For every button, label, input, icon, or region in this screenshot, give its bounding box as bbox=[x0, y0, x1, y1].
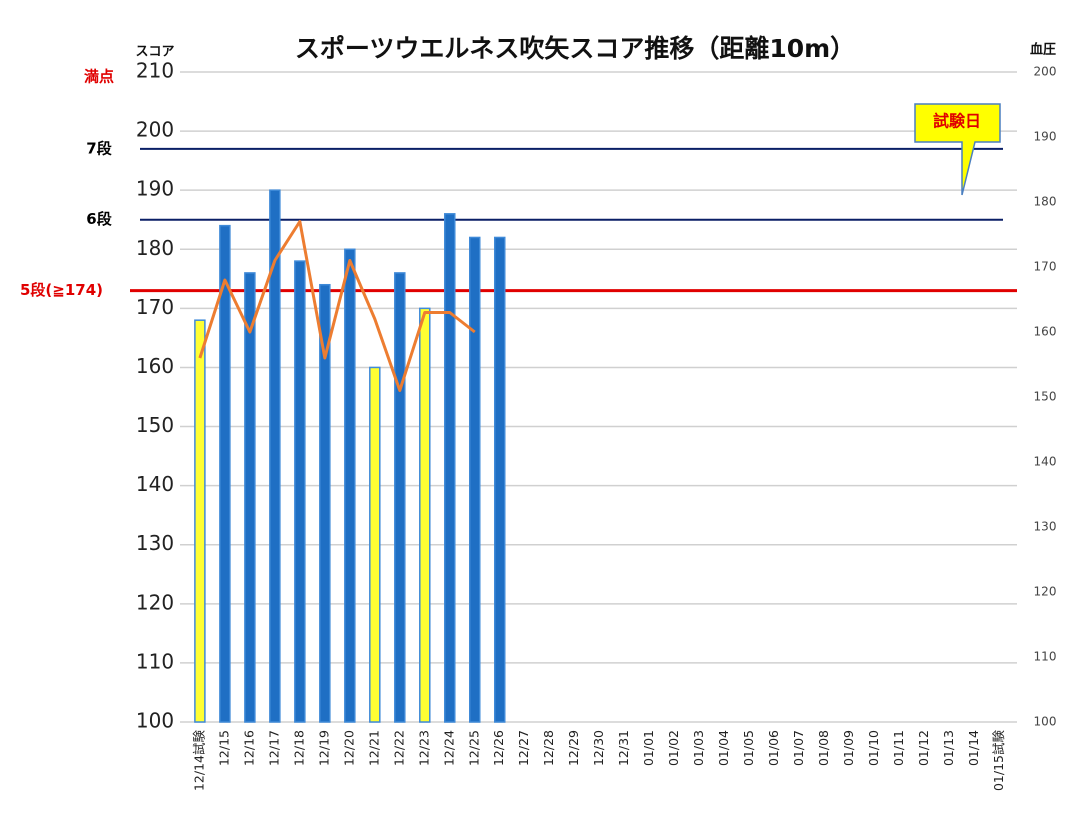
x-tick-label: 01/11 bbox=[891, 730, 906, 766]
x-tick-label: 01/15試験 bbox=[991, 730, 1006, 792]
y-axis-title: スコア bbox=[135, 45, 174, 60]
x-tick-label: 12/19 bbox=[316, 730, 331, 766]
bar bbox=[319, 283, 331, 723]
bar bbox=[194, 319, 206, 723]
line bbox=[198, 220, 476, 392]
y-tick-label: 170 bbox=[136, 295, 174, 319]
callout-text: 試験日 bbox=[933, 112, 981, 131]
reference-label: 満点 bbox=[84, 68, 114, 86]
y2-tick-label: 180 bbox=[1034, 195, 1057, 209]
x-tick-label: 12/16 bbox=[241, 730, 256, 766]
x-tick-label: 01/05 bbox=[741, 730, 756, 766]
x-tick-label: 01/07 bbox=[791, 730, 806, 766]
bar bbox=[344, 248, 356, 723]
x-tick-label: 12/17 bbox=[266, 730, 281, 766]
x-tick-label: 01/10 bbox=[866, 730, 881, 766]
x-tick-label: 01/02 bbox=[666, 730, 681, 766]
y2-tick-label: 150 bbox=[1034, 390, 1057, 404]
x-tick-label: 01/06 bbox=[766, 730, 781, 766]
bar bbox=[294, 260, 306, 723]
y2-tick-label: 160 bbox=[1034, 325, 1057, 339]
bar bbox=[493, 236, 506, 723]
bar bbox=[369, 366, 381, 723]
x-tick-label: 01/14 bbox=[966, 730, 981, 766]
y2-tick-label: 120 bbox=[1034, 585, 1057, 599]
x-tick-label: 01/09 bbox=[841, 730, 856, 766]
x-tick-label: 01/08 bbox=[816, 730, 831, 766]
bar bbox=[469, 236, 481, 723]
x-tick-label: 12/23 bbox=[416, 730, 431, 766]
x-tick-label: 12/20 bbox=[341, 730, 356, 766]
x-tick-label: 12/15 bbox=[216, 730, 231, 766]
x-tick-label: 01/01 bbox=[641, 730, 656, 766]
x-tick-label: 12/14試験 bbox=[191, 730, 206, 792]
y-tick-label: 110 bbox=[136, 649, 174, 673]
bar bbox=[444, 213, 456, 723]
bar bbox=[419, 307, 431, 723]
x-tick-label: 01/13 bbox=[941, 730, 956, 766]
y-tick-label: 180 bbox=[136, 236, 174, 260]
x-tick-label: 12/18 bbox=[291, 730, 306, 766]
y2-tick-label: 190 bbox=[1034, 130, 1057, 144]
x-tick-label: 01/12 bbox=[916, 730, 931, 766]
bar bbox=[219, 224, 231, 723]
y-tick-label: 100 bbox=[136, 709, 174, 733]
bar bbox=[244, 272, 256, 723]
chart-title: スポーツウエルネス吹矢スコア推移（距離10m） bbox=[295, 34, 855, 63]
y-tick-label: 120 bbox=[136, 590, 174, 614]
y2-tick-label: 100 bbox=[1034, 715, 1057, 729]
y-tick-label: 200 bbox=[136, 118, 174, 142]
x-tick-label: 12/30 bbox=[591, 730, 606, 766]
y-tick-label: 160 bbox=[136, 354, 174, 378]
y2-tick-label: 200 bbox=[1034, 65, 1057, 79]
x-tick-label: 12/31 bbox=[616, 730, 631, 766]
y2-tick-label: 130 bbox=[1034, 520, 1057, 534]
x-tick-label: 01/04 bbox=[716, 730, 731, 766]
x-tick-label: 12/22 bbox=[391, 730, 406, 766]
x-tick-label: 12/24 bbox=[441, 730, 456, 766]
reference-label: 6段 bbox=[86, 210, 111, 228]
reference-label: 5段(≧174) bbox=[20, 281, 103, 299]
bar bbox=[394, 272, 406, 723]
callout-shape bbox=[914, 103, 1001, 196]
x-tick-label: 12/26 bbox=[491, 730, 506, 766]
callout: 試験日 bbox=[914, 103, 1001, 196]
x-tick-label: 12/21 bbox=[366, 730, 381, 766]
y-tick-label: 190 bbox=[136, 177, 174, 201]
y-tick-label: 210 bbox=[136, 59, 174, 83]
x-tick-label: 12/28 bbox=[541, 730, 556, 766]
x-tick-label: 01/03 bbox=[691, 730, 706, 766]
reference-label: 7段 bbox=[86, 139, 111, 157]
y-tick-label: 130 bbox=[136, 531, 174, 555]
x-tick-label: 12/29 bbox=[566, 730, 581, 766]
x-tick-label: 12/27 bbox=[516, 730, 531, 766]
y2-tick-label: 110 bbox=[1034, 650, 1057, 664]
y2-axis-title: 血圧 bbox=[1030, 42, 1056, 58]
y2-tick-label: 170 bbox=[1034, 260, 1057, 274]
y-tick-label: 140 bbox=[136, 472, 174, 496]
y-tick-label: 150 bbox=[136, 413, 174, 437]
y2-tick-label: 140 bbox=[1034, 455, 1057, 469]
x-tick-label: 12/25 bbox=[466, 730, 481, 766]
bar bbox=[269, 189, 281, 723]
